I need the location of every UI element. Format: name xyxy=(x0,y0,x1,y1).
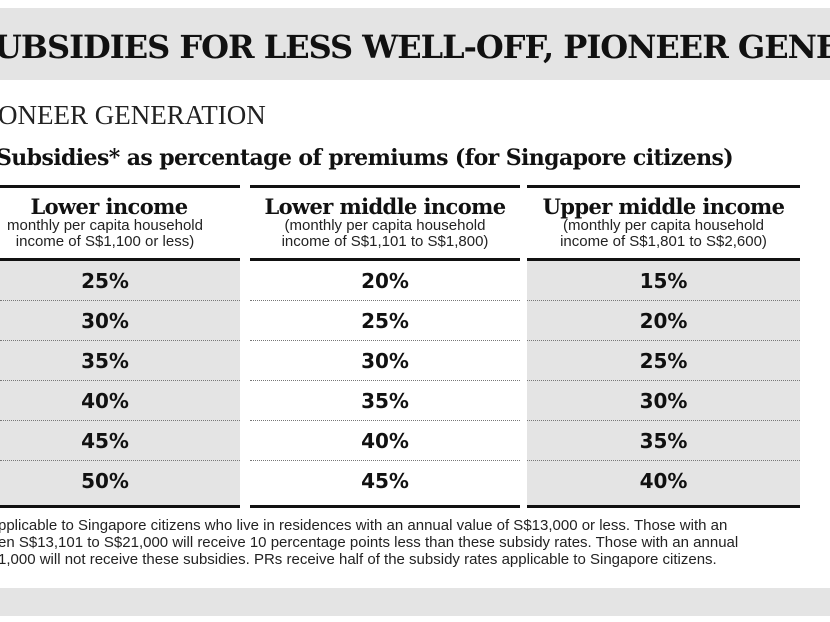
column-subtitle-line-1: (monthly per capita household xyxy=(563,217,764,234)
table-cell: 35% xyxy=(527,421,800,461)
section-label: ONEER GENERATION xyxy=(0,100,266,130)
footnote-line-1: pplicable to Singapore citizens who live… xyxy=(0,517,728,534)
table-cell: 20% xyxy=(250,261,520,301)
table-cell: 40% xyxy=(0,381,240,421)
column-subtitle-line-2: income of S$1,101 to S$1,800) xyxy=(281,233,489,250)
column-title: Upper middle income xyxy=(542,194,785,219)
table-cell: 30% xyxy=(527,381,800,421)
table-cell: 45% xyxy=(0,421,240,461)
column-body: 25% 30% 35% 40% 45% 50% xyxy=(0,261,240,505)
bottom-band xyxy=(0,588,830,616)
title-banner: UBSIDIES FOR LESS WELL-OFF, PIONEER GENE… xyxy=(0,8,830,80)
table-cell: 25% xyxy=(0,261,240,301)
footnote: pplicable to Singapore citizens who live… xyxy=(0,517,830,568)
column-subtitle-line-2: income of S$1,100 or less) xyxy=(15,233,195,250)
table-cell: 30% xyxy=(250,341,520,381)
column-body: 15% 20% 25% 30% 35% 40% xyxy=(527,261,800,505)
column-bottom-rule xyxy=(527,505,800,508)
column-lower-income: Lower income monthly per capita househol… xyxy=(0,185,240,508)
column-header: Lower income monthly per capita househol… xyxy=(0,185,240,261)
column-title: Lower income xyxy=(30,194,188,219)
column-body: 20% 25% 30% 35% 40% 45% xyxy=(250,261,520,505)
column-upper-middle-income: Upper middle income (monthly per capita … xyxy=(527,185,800,508)
footnote-line-3: 1,000 will not receive these subsidies. … xyxy=(0,551,717,568)
table-cell: 40% xyxy=(639,469,688,493)
table-cell: 30% xyxy=(0,301,240,341)
table-cell: 45% xyxy=(361,469,409,493)
column-title: Lower middle income xyxy=(264,194,506,219)
column-subtitle-line-1: monthly per capita household xyxy=(7,217,203,234)
table-cell: 50% xyxy=(81,469,129,493)
table-cell: 25% xyxy=(527,341,800,381)
table-cell: 40% xyxy=(250,421,520,461)
table-cell: 15% xyxy=(527,261,800,301)
table-subtitle: Subsidies* as percentage of premiums (fo… xyxy=(0,145,734,171)
table-cell: 35% xyxy=(250,381,520,421)
column-header: Upper middle income (monthly per capita … xyxy=(527,185,800,261)
footnote-line-2: en S$13,101 to S$21,000 will receive 10 … xyxy=(0,534,739,551)
column-subtitle-line-2: income of S$1,801 to S$2,600) xyxy=(560,233,767,250)
column-bottom-rule xyxy=(0,505,240,508)
column-subtitle-line-1: (monthly per capita household xyxy=(284,217,486,234)
table-cell: 20% xyxy=(527,301,800,341)
banner-title: UBSIDIES FOR LESS WELL-OFF, PIONEER GENE… xyxy=(0,28,830,66)
column-header: Lower middle income (monthly per capita … xyxy=(250,185,520,261)
table-cell: 25% xyxy=(250,301,520,341)
table-cell: 35% xyxy=(0,341,240,381)
column-lower-middle-income: Lower middle income (monthly per capita … xyxy=(250,185,520,508)
column-bottom-rule xyxy=(250,505,520,508)
